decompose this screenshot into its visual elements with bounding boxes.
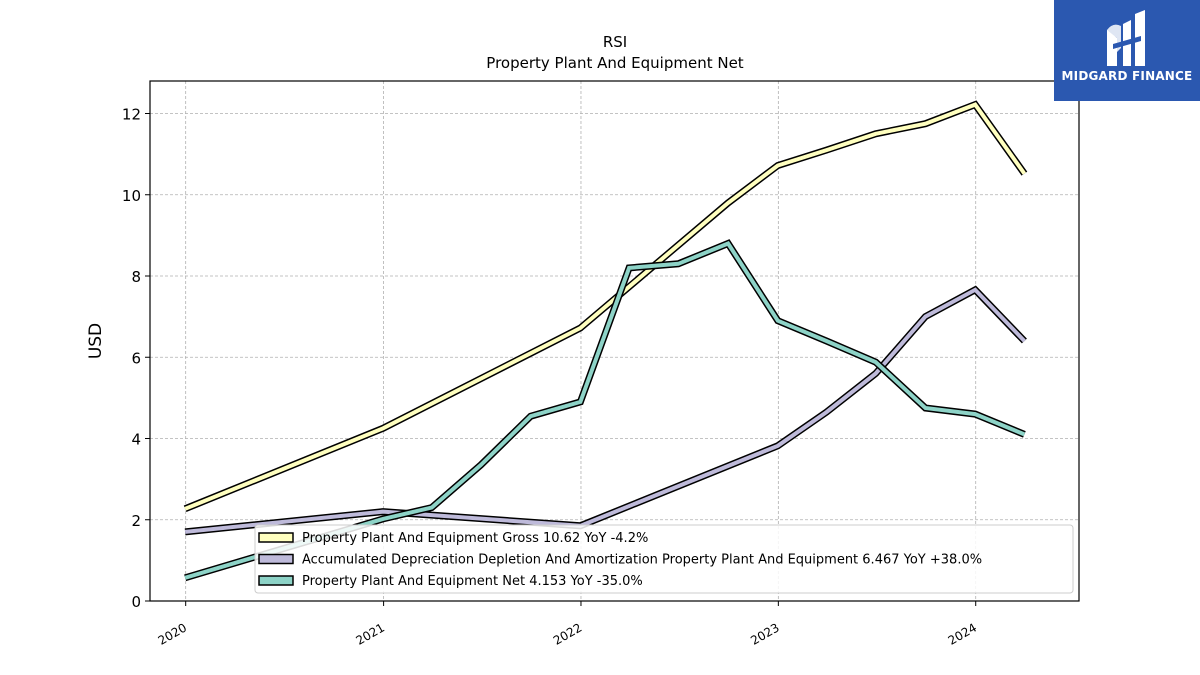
y-tick-label: 2 (131, 512, 141, 530)
brand-logo: MIDGARD FINANCE (1054, 0, 1200, 101)
y-tick-label: 4 (131, 431, 141, 449)
y-tick-label: 12 (122, 106, 141, 124)
chart-subtitle: Property Plant And Equipment Net (486, 54, 743, 72)
series-stroke (184, 102, 1027, 511)
logo-text: MIDGARD FINANCE (1061, 69, 1193, 83)
x-tick-label: 2024 (946, 620, 979, 647)
x-tick-label: 2021 (354, 620, 387, 647)
y-axis-label: USD (86, 323, 106, 359)
series-line-3 (184, 239, 1026, 582)
x-tick-label: 2023 (748, 620, 781, 647)
plot-frame (149, 80, 1080, 602)
legend-box (254, 524, 1074, 594)
legend-label: Accumulated Depreciation Depletion And A… (302, 553, 982, 568)
x-tick-label: 2020 (156, 620, 189, 647)
y-tick-label: 8 (131, 268, 141, 286)
y-tick-label: 10 (122, 187, 141, 205)
series-line-1 (183, 100, 1028, 513)
legend-label: Property Plant And Equipment Gross 10.62… (302, 531, 648, 546)
series-stroke (184, 287, 1026, 534)
y-tick-label: 6 (131, 349, 141, 367)
legend-swatch (258, 532, 294, 543)
legend-label: Property Plant And Equipment Net 4.153 Y… (302, 574, 643, 589)
legend: Property Plant And Equipment Gross 10.62… (254, 524, 1074, 594)
midgard-logo-icon (1107, 10, 1145, 66)
y-tick-label: 0 (131, 593, 141, 611)
x-tick-label: 2022 (551, 620, 584, 647)
legend-swatch (258, 575, 294, 586)
legend-swatch (258, 553, 294, 565)
series-stroke (184, 241, 1026, 580)
series-line-2 (184, 285, 1027, 536)
series-layer (183, 100, 1028, 582)
chart-title: RSI (603, 33, 627, 51)
